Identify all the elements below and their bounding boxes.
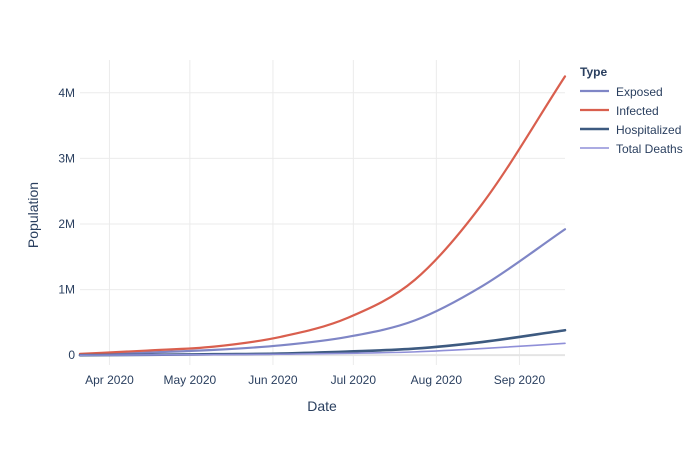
y-tick-label: 3M (58, 151, 75, 165)
legend[interactable]: Type Exposed Infected Hospitalized Total De… (580, 65, 683, 156)
y-tick-label: 2M (58, 217, 75, 231)
x-tick-label: Aug 2020 (411, 373, 463, 387)
y-tick-label: 1M (58, 283, 75, 297)
series-line-infected[interactable] (80, 76, 565, 353)
legend-item-hospitalized[interactable]: Hospitalized (580, 123, 681, 137)
legend-item-exposed[interactable]: Exposed (580, 85, 663, 99)
x-tick-label: Apr 2020 (85, 373, 134, 387)
x-tick-label: Jun 2020 (248, 373, 298, 387)
grid-layer (80, 60, 565, 365)
legend-item-infected[interactable]: Infected (580, 104, 659, 118)
x-axis-title: Date (307, 398, 337, 414)
x-axis-ticks: Apr 2020 May 2020 Jun 2020 Jul 2020 Aug 2020… (85, 373, 545, 387)
y-tick-label: 0 (68, 348, 75, 362)
legend-label: Exposed (616, 85, 663, 99)
x-tick-label: Sep 2020 (494, 373, 546, 387)
x-tick-label: Jul 2020 (331, 373, 377, 387)
legend-item-total-deaths[interactable]: Total Deaths (580, 142, 683, 156)
y-axis-ticks: 0 1M 2M 3M 4M (58, 86, 75, 362)
legend-label: Total Deaths (616, 142, 683, 156)
legend-label: Infected (616, 104, 659, 118)
legend-label: Hospitalized (616, 123, 681, 137)
y-axis-title: Population (25, 182, 41, 248)
series-line-exposed[interactable] (80, 229, 565, 354)
legend-title: Type (580, 65, 607, 79)
x-tick-label: May 2020 (164, 373, 217, 387)
y-tick-label: 4M (58, 86, 75, 100)
series-layer (80, 76, 565, 355)
